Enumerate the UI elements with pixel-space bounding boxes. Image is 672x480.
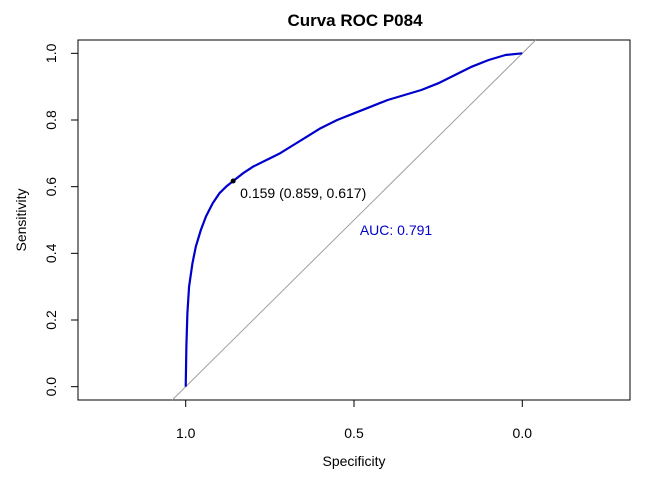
y-tick-label: 1.0 — [43, 43, 59, 63]
x-tick-label: 0.0 — [513, 425, 533, 441]
plot-area: 0.159 (0.859, 0.617) AUC: 0.791 — [171, 39, 537, 401]
reference-diagonal-line — [171, 39, 537, 401]
auc-label: AUC: 0.791 — [360, 222, 433, 238]
roc-curve-line — [184, 52, 523, 387]
threshold-point — [230, 178, 236, 184]
y-tick-label: 0.8 — [43, 110, 59, 130]
y-tick-label: 0.2 — [43, 310, 59, 330]
y-tick-label: 0.6 — [43, 177, 59, 197]
y-tick-label: 0.4 — [43, 243, 59, 263]
y-axis: 0.0 0.2 0.4 0.6 0.8 1.0 — [43, 43, 79, 397]
x-axis: 1.0 0.5 0.0 — [176, 399, 533, 441]
x-tick-label: 1.0 — [176, 425, 196, 441]
y-tick-label: 0.0 — [43, 377, 59, 397]
x-tick-label: 0.5 — [344, 425, 364, 441]
chart-title: Curva ROC P084 — [287, 11, 423, 30]
y-axis-label: Sensitivity — [13, 188, 29, 251]
x-axis-label: Specificity — [322, 453, 385, 469]
threshold-label: 0.159 (0.859, 0.617) — [240, 185, 366, 201]
